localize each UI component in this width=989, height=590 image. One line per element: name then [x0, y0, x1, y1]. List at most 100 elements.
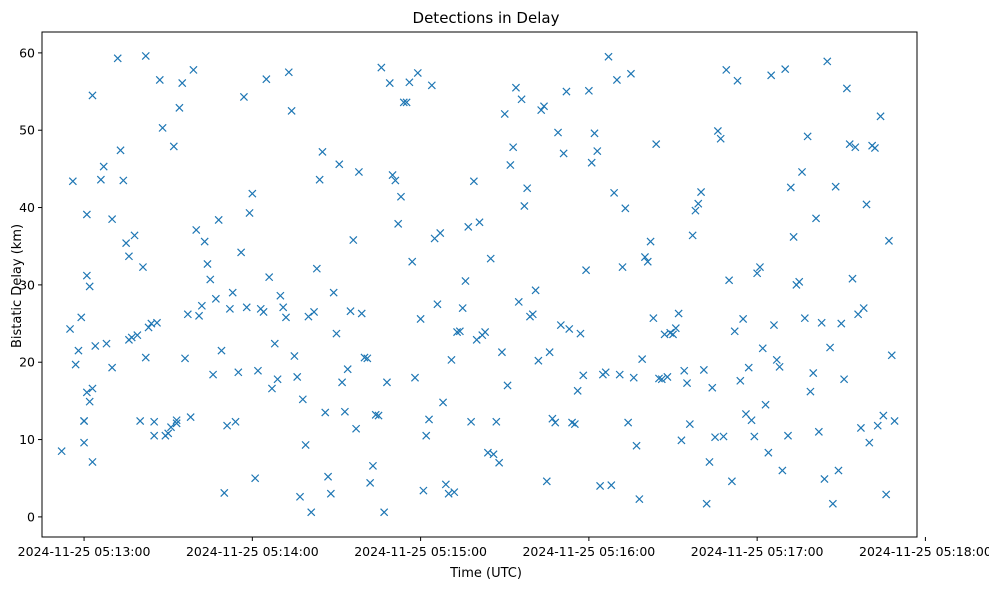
data-point [172, 419, 181, 428]
data-point [310, 307, 319, 316]
data-point [217, 346, 226, 355]
data-point [713, 126, 722, 136]
data-point [279, 303, 288, 312]
chart-title: Detections in Delay [413, 9, 560, 27]
data-point [573, 386, 582, 395]
data-point [615, 370, 624, 379]
data-point [517, 95, 526, 104]
data-point [290, 352, 299, 361]
data-point [164, 429, 173, 438]
data-point [654, 374, 664, 383]
x-tick-label: 2024-11-25 05:15:00 [354, 544, 487, 559]
data-point [820, 474, 829, 484]
data-point [755, 263, 764, 272]
x-tick-label: 2024-11-25 05:16:00 [522, 544, 655, 559]
data-point [697, 188, 706, 197]
data-point [175, 103, 184, 112]
data-point [237, 248, 246, 257]
data-point [155, 75, 164, 84]
data-point [747, 416, 756, 425]
data-point [424, 415, 434, 424]
data-point [335, 160, 344, 169]
data-point [203, 259, 212, 269]
data-point [138, 263, 147, 272]
y-axis-label: Bistatic Delay (km) [10, 224, 25, 348]
data-point [489, 450, 498, 459]
data-point [722, 65, 731, 74]
y-tick-label: 10 [19, 432, 35, 447]
data-point [96, 175, 105, 184]
data-point [514, 297, 523, 306]
data-point [809, 369, 818, 378]
data-point [259, 307, 268, 316]
data-point [739, 314, 748, 323]
data-point [124, 252, 133, 261]
data-point [439, 398, 448, 407]
data-point [520, 201, 529, 211]
data-point [612, 75, 621, 84]
data-point [192, 225, 201, 235]
data-point [705, 457, 714, 467]
data-point [786, 183, 795, 192]
data-point [150, 417, 159, 426]
data-point [225, 304, 234, 313]
data-point [472, 335, 481, 344]
y-tick-label: 50 [19, 123, 35, 138]
data-point [270, 339, 279, 348]
data-point [797, 167, 807, 177]
data-point [416, 314, 425, 323]
data-point [74, 346, 83, 355]
data-point [781, 65, 790, 74]
data-point [220, 488, 229, 497]
data-point [169, 142, 178, 151]
data-point [674, 309, 683, 318]
data-point [800, 314, 809, 323]
data-point [607, 481, 616, 490]
data-point [671, 324, 680, 333]
data-point [102, 339, 111, 348]
data-point [509, 143, 518, 152]
data-point [281, 313, 291, 322]
data-point [136, 416, 145, 426]
x-axis-ticks: 2024-11-25 05:13:00 2024-11-25 05:14:00 20… [18, 537, 989, 559]
data-point [396, 192, 405, 201]
data-point [842, 84, 851, 93]
data-point [206, 275, 215, 284]
data-point [638, 355, 647, 364]
data-point [497, 348, 506, 357]
data-point [108, 363, 117, 372]
data-point [694, 199, 703, 208]
data-point [82, 210, 91, 219]
data-point [601, 368, 610, 377]
data-point [408, 257, 417, 266]
data-point [876, 112, 885, 121]
data-point [652, 140, 661, 149]
data-point [419, 486, 428, 495]
data-point [77, 313, 86, 322]
x-axis-label: Time (UTC) [449, 566, 522, 581]
data-point [295, 492, 305, 501]
data-point [865, 438, 874, 447]
data-point [122, 239, 131, 248]
data-point [223, 421, 232, 430]
data-point [733, 76, 742, 85]
data-point [626, 69, 635, 78]
data-point [492, 417, 501, 426]
data-point [85, 397, 94, 406]
data-point [663, 372, 672, 381]
data-point [685, 420, 694, 429]
data-point [68, 177, 77, 186]
data-point [329, 288, 338, 297]
data-point [385, 79, 394, 88]
data-point [758, 344, 767, 353]
data-point [531, 286, 540, 295]
data-point [562, 87, 571, 96]
data-point [267, 384, 276, 393]
data-point [130, 231, 139, 240]
data-point [340, 407, 349, 416]
data-point [388, 171, 397, 180]
data-point [301, 440, 310, 449]
data-point [307, 508, 316, 517]
data-point [183, 310, 192, 319]
data-point [528, 310, 537, 319]
